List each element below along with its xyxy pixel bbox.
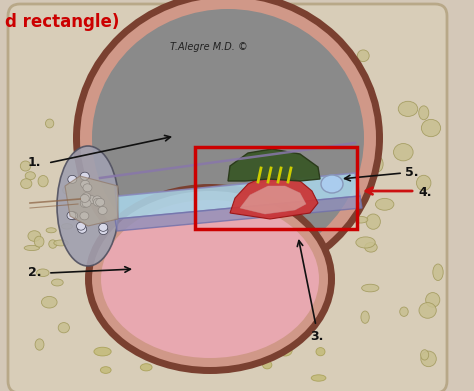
Text: d rectangle): d rectangle) [5, 13, 119, 31]
Ellipse shape [393, 143, 413, 161]
Ellipse shape [373, 156, 383, 172]
Ellipse shape [80, 0, 376, 278]
Ellipse shape [398, 101, 418, 117]
Ellipse shape [73, 0, 383, 285]
Ellipse shape [80, 194, 89, 203]
Ellipse shape [96, 198, 105, 206]
Ellipse shape [80, 199, 89, 208]
Ellipse shape [321, 175, 343, 193]
Ellipse shape [357, 50, 369, 62]
Text: 5.: 5. [405, 167, 419, 179]
Ellipse shape [63, 187, 69, 194]
Ellipse shape [421, 119, 441, 137]
Ellipse shape [83, 184, 92, 192]
Ellipse shape [67, 212, 76, 219]
Ellipse shape [92, 9, 364, 267]
Polygon shape [115, 173, 360, 219]
Ellipse shape [82, 193, 91, 201]
Ellipse shape [21, 179, 32, 188]
Ellipse shape [20, 161, 31, 171]
Ellipse shape [99, 223, 108, 231]
Ellipse shape [46, 119, 54, 128]
Ellipse shape [80, 212, 89, 220]
Ellipse shape [94, 347, 111, 356]
Text: 4.: 4. [418, 187, 431, 199]
Ellipse shape [278, 345, 292, 356]
Ellipse shape [58, 323, 69, 333]
Ellipse shape [101, 200, 319, 358]
Ellipse shape [353, 216, 368, 223]
Ellipse shape [68, 175, 77, 183]
Ellipse shape [38, 176, 48, 187]
Ellipse shape [41, 296, 57, 308]
Ellipse shape [52, 279, 63, 286]
Ellipse shape [100, 367, 111, 373]
Ellipse shape [356, 237, 375, 248]
Ellipse shape [24, 246, 39, 251]
Ellipse shape [366, 214, 380, 229]
Ellipse shape [62, 224, 73, 229]
Ellipse shape [316, 348, 325, 356]
Ellipse shape [98, 206, 107, 214]
Ellipse shape [182, 361, 191, 370]
Ellipse shape [85, 184, 335, 374]
Ellipse shape [69, 212, 78, 220]
Ellipse shape [433, 264, 443, 280]
FancyBboxPatch shape [8, 4, 447, 391]
Ellipse shape [140, 364, 152, 371]
Ellipse shape [93, 198, 102, 206]
Ellipse shape [28, 231, 41, 241]
Ellipse shape [46, 228, 56, 233]
Bar [195, 147, 357, 229]
Polygon shape [230, 175, 318, 219]
Polygon shape [115, 196, 362, 231]
Text: 3.: 3. [310, 330, 323, 343]
Ellipse shape [400, 307, 408, 316]
Ellipse shape [92, 191, 328, 367]
Text: T.Alegre M.D. ©: T.Alegre M.D. © [170, 42, 247, 52]
Ellipse shape [93, 196, 102, 204]
Ellipse shape [82, 199, 91, 207]
Ellipse shape [419, 106, 429, 120]
Ellipse shape [80, 172, 89, 180]
Ellipse shape [36, 269, 49, 276]
Ellipse shape [87, 196, 96, 204]
Polygon shape [65, 176, 118, 226]
Ellipse shape [49, 240, 57, 248]
Ellipse shape [54, 240, 68, 246]
Ellipse shape [426, 292, 440, 307]
Ellipse shape [221, 365, 236, 372]
Ellipse shape [365, 242, 377, 252]
Ellipse shape [361, 311, 369, 323]
Ellipse shape [375, 198, 394, 210]
Text: 2.: 2. [28, 267, 42, 280]
Ellipse shape [76, 222, 85, 230]
Ellipse shape [362, 284, 379, 292]
Ellipse shape [78, 225, 87, 233]
Ellipse shape [25, 172, 36, 180]
Polygon shape [240, 186, 306, 214]
Ellipse shape [81, 180, 90, 188]
Ellipse shape [233, 344, 251, 352]
Ellipse shape [35, 339, 44, 350]
Ellipse shape [419, 303, 436, 318]
Polygon shape [228, 149, 320, 181]
Ellipse shape [311, 375, 326, 381]
Ellipse shape [417, 175, 431, 190]
Ellipse shape [421, 351, 436, 367]
Ellipse shape [420, 350, 428, 360]
Text: 1.: 1. [28, 156, 42, 170]
Ellipse shape [34, 236, 44, 247]
Ellipse shape [99, 226, 108, 235]
Ellipse shape [263, 361, 272, 369]
Ellipse shape [57, 146, 119, 266]
